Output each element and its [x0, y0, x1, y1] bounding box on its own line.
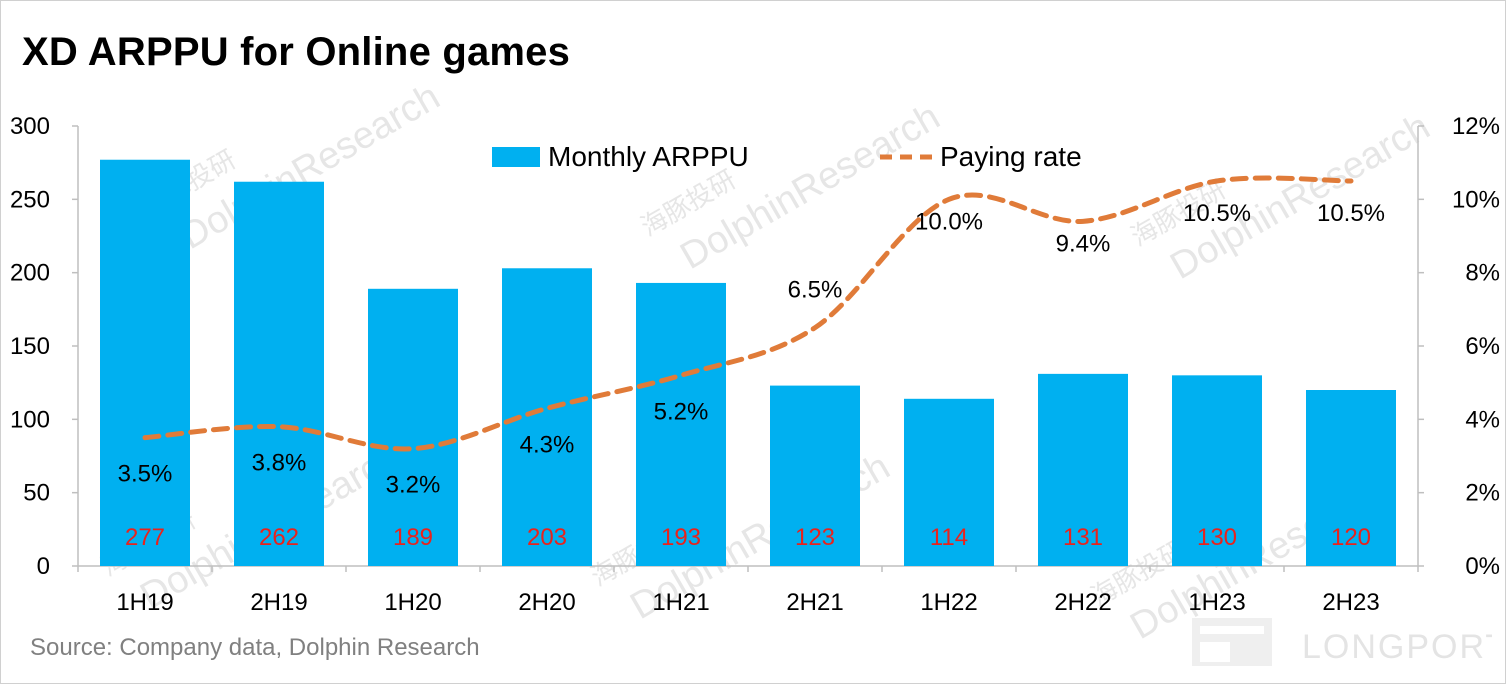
y-tick-label-left: 250 — [10, 186, 50, 213]
line-value-label: 3.8% — [252, 450, 307, 477]
y-tick-label-left: 300 — [10, 113, 50, 140]
x-tick-label: 1H20 — [384, 589, 441, 616]
bar-monthly-arppu — [636, 282, 726, 566]
y-tick-label-left: 100 — [10, 406, 50, 433]
x-tick-label: 1H22 — [920, 589, 977, 616]
chart-title: XD ARPPU for Online games — [22, 30, 571, 74]
brand-text: LONGPORT — [1302, 628, 1492, 666]
x-tick-label: 2H23 — [1322, 589, 1379, 616]
y-tick-label-right: 4% — [1465, 406, 1500, 433]
bar-value-label: 130 — [1197, 524, 1237, 551]
y-tick-label-right: 12% — [1452, 113, 1500, 140]
legend-swatch-monthly-arppu — [492, 147, 540, 167]
legend-label-paying-rate: Paying rate — [940, 141, 1082, 172]
bar-value-label: 277 — [125, 524, 165, 551]
bar-value-label: 189 — [393, 524, 433, 551]
y-tick-label-right: 2% — [1465, 480, 1500, 507]
bar-value-label: 262 — [259, 524, 299, 551]
x-tick-label: 2H20 — [518, 589, 575, 616]
line-value-label: 10.0% — [915, 208, 983, 235]
x-tick-label: 1H21 — [652, 589, 709, 616]
bar-monthly-arppu — [1038, 373, 1128, 566]
y-tick-label-right: 0% — [1465, 553, 1500, 580]
line-value-label: 6.5% — [788, 277, 843, 304]
x-tick-label: 2H21 — [786, 589, 843, 616]
bar-monthly-arppu — [234, 181, 324, 566]
line-value-label: 3.5% — [118, 461, 173, 488]
bar-value-label: 123 — [795, 524, 835, 551]
line-paying-rate — [142, 175, 1354, 452]
y-tick-label-right: 6% — [1465, 333, 1500, 360]
legend-label-monthly-arppu: Monthly ARPPU — [548, 141, 749, 172]
bar-value-label: 114 — [930, 524, 968, 551]
longport-logo: LONGPORT — [1192, 618, 1492, 666]
source-note: Source: Company data, Dolphin Research — [30, 634, 480, 661]
y-tick-label-left: 200 — [10, 260, 50, 287]
line-value-label: 3.2% — [386, 472, 441, 499]
bar-monthly-arppu — [1172, 375, 1262, 566]
bar-monthly-arppu — [770, 385, 860, 566]
line-value-label: 9.4% — [1056, 230, 1111, 257]
bar-monthly-arppu — [904, 398, 994, 566]
x-tick-label: 1H23 — [1188, 589, 1245, 616]
bar-value-label: 203 — [527, 524, 567, 551]
bar-monthly-arppu — [100, 159, 190, 566]
line-value-label: 10.5% — [1183, 200, 1251, 227]
x-tick-label: 2H19 — [250, 589, 307, 616]
bar-monthly-arppu — [1306, 390, 1396, 566]
y-tick-label-right: 8% — [1465, 260, 1500, 287]
y-tick-label-left: 150 — [10, 333, 50, 360]
bar-value-label: 131 — [1063, 524, 1103, 551]
bar-value-label: 193 — [661, 524, 701, 551]
line-value-label: 10.5% — [1317, 200, 1385, 227]
line-value-label: 4.3% — [520, 431, 575, 458]
y-tick-label-left: 0 — [37, 553, 50, 580]
x-tick-label: 1H19 — [116, 589, 173, 616]
y-tick-label-right: 10% — [1452, 186, 1500, 213]
bar-monthly-arppu — [368, 288, 458, 566]
line-value-label: 5.2% — [654, 398, 709, 425]
bar-value-label: 120 — [1331, 524, 1371, 551]
y-tick-label-left: 50 — [23, 480, 50, 507]
x-tick-label: 2H22 — [1054, 589, 1111, 616]
